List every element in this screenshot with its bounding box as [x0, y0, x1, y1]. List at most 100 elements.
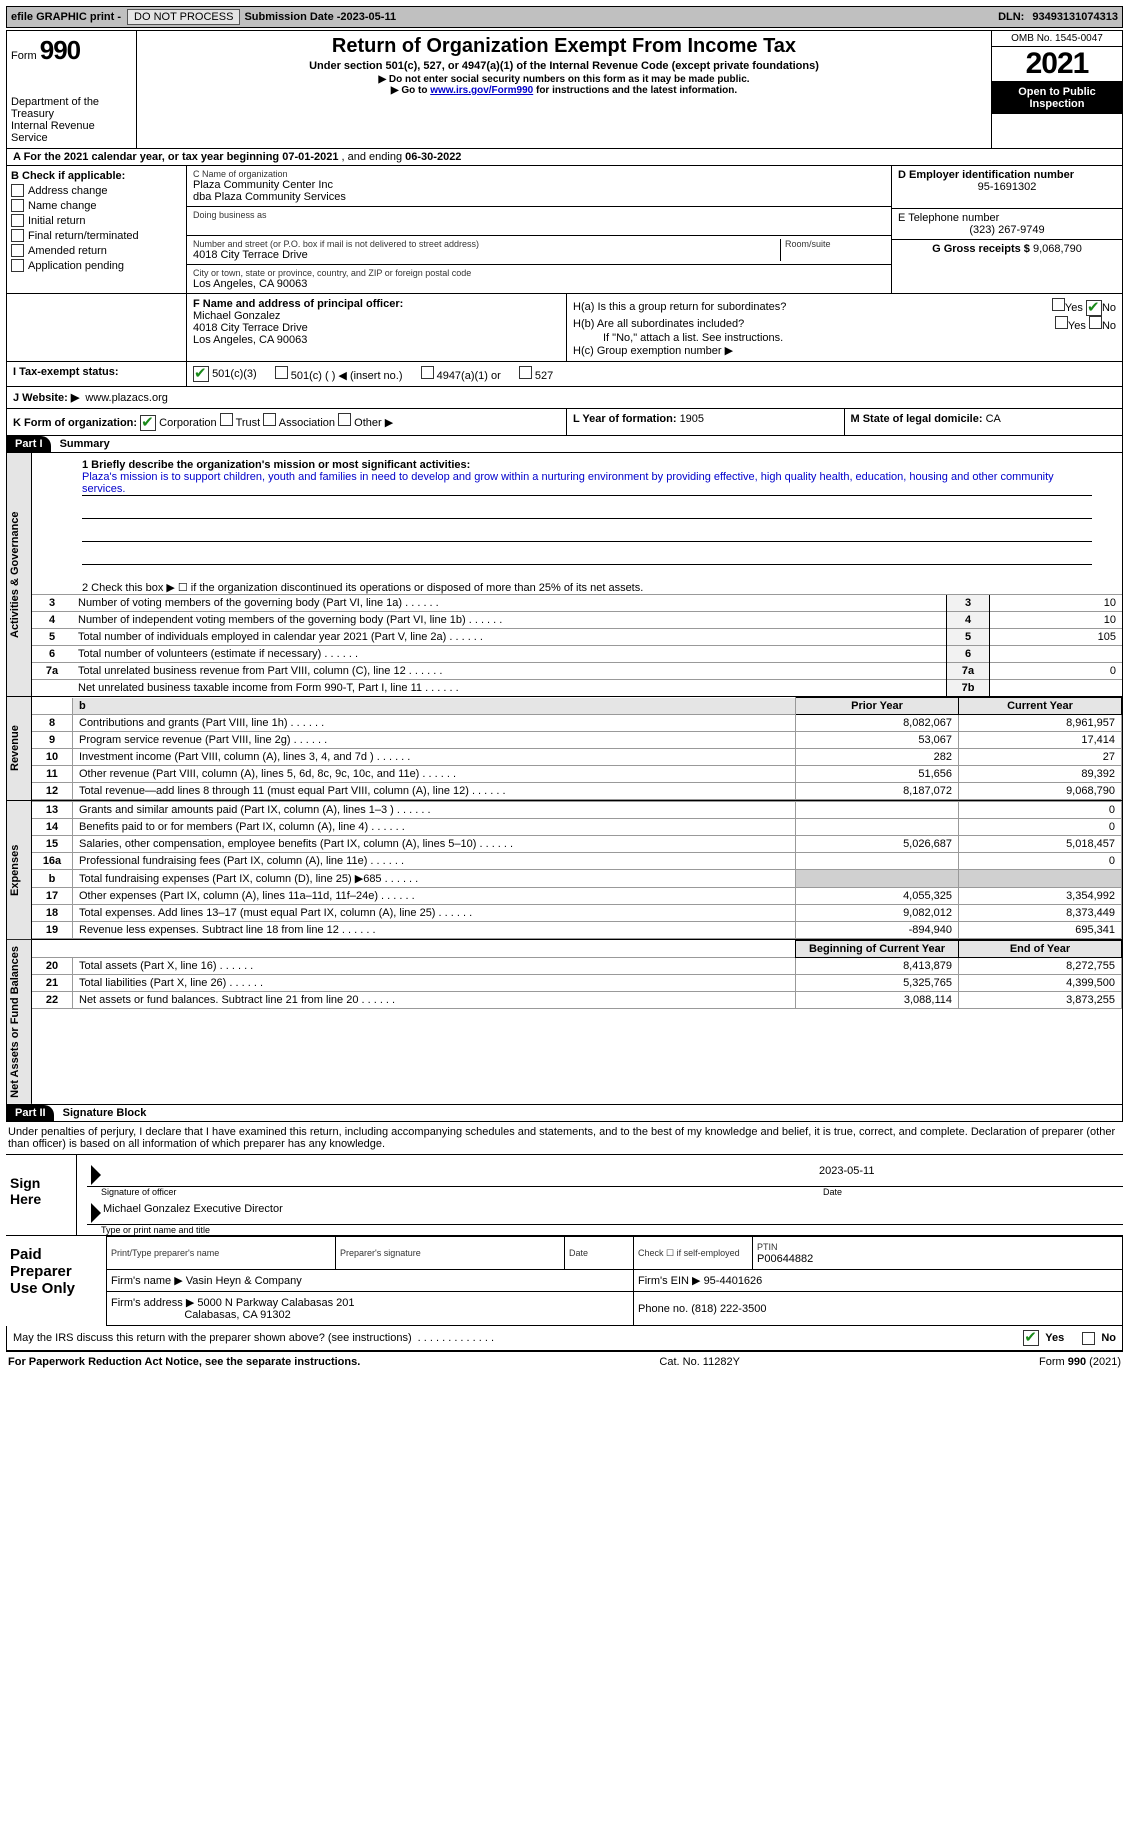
- checkbox-501c3[interactable]: [193, 366, 209, 382]
- firm-ein: 95-4401626: [704, 1275, 763, 1287]
- footer-form: Form 990 (2021): [1039, 1356, 1121, 1368]
- summary-row: 7aTotal unrelated business revenue from …: [32, 663, 1122, 680]
- checkbox-discontinued-line: 2 Check this box ▶ ☐ if the organization…: [32, 581, 1122, 594]
- checkbox-527[interactable]: [519, 366, 532, 379]
- phone-label: E Telephone number: [898, 212, 999, 224]
- checkbox-hb-yes[interactable]: [1055, 316, 1068, 329]
- col-eoy: End of Year: [959, 941, 1122, 958]
- form-note1: ▶ Do not enter social security numbers o…: [141, 74, 987, 85]
- gross-value: 9,068,790: [1033, 243, 1082, 255]
- fin-row: 18Total expenses. Add lines 13–17 (must …: [32, 905, 1122, 922]
- fin-row: 9Program service revenue (Part VIII, lin…: [32, 732, 1122, 749]
- efile-label: efile GRAPHIC print -: [11, 11, 121, 23]
- submission-label: Submission Date -: [244, 11, 340, 23]
- block-m: M State of legal domicile: CA: [845, 409, 1123, 435]
- checkbox-initial-return[interactable]: [11, 214, 24, 227]
- checkbox-discuss-yes[interactable]: [1023, 1330, 1039, 1346]
- checkbox-ha-yes[interactable]: [1052, 298, 1065, 311]
- checkbox-name-change[interactable]: [11, 199, 24, 212]
- checkbox-ha-no[interactable]: [1086, 300, 1102, 316]
- checkbox-final-return[interactable]: [11, 229, 24, 242]
- block-b: B Check if applicable: Address change Na…: [7, 166, 187, 293]
- efile-topbar: efile GRAPHIC print - DO NOT PROCESS Sub…: [6, 6, 1123, 28]
- mission-label: 1 Briefly describe the organization's mi…: [82, 459, 470, 471]
- officer-street: 4018 City Terrace Drive: [193, 322, 308, 334]
- irs-link[interactable]: www.irs.gov/Form990: [430, 85, 533, 96]
- section-revenue: Revenue bPrior YearCurrent Year 8Contrib…: [6, 697, 1123, 801]
- tax-year: 2021: [992, 47, 1122, 82]
- b-label: B Check if applicable:: [11, 170, 125, 182]
- checkbox-app-pending[interactable]: [11, 259, 24, 272]
- signature-arrow-icon: [91, 1165, 101, 1185]
- name-arrow-icon: [91, 1203, 101, 1223]
- checkbox-address-change[interactable]: [11, 184, 24, 197]
- col-current-year: Current Year: [959, 698, 1122, 715]
- checkbox-other[interactable]: [338, 413, 351, 426]
- fin-row: 12Total revenue—add lines 8 through 11 (…: [32, 783, 1122, 800]
- city-value: Los Angeles, CA 90063: [193, 278, 885, 290]
- block-c: C Name of organization Plaza Community C…: [187, 166, 892, 293]
- vtab-revenue: Revenue: [7, 697, 32, 800]
- street-value: 4018 City Terrace Drive: [193, 249, 780, 261]
- checkbox-amended[interactable]: [11, 244, 24, 257]
- discuss-line: May the IRS discuss this return with the…: [6, 1326, 1123, 1352]
- summary-row: 3Number of voting members of the governi…: [32, 595, 1122, 612]
- checkbox-trust[interactable]: [220, 413, 233, 426]
- fin-row: bTotal fundraising expenses (Part IX, co…: [32, 870, 1122, 888]
- fin-row: 19Revenue less expenses. Subtract line 1…: [32, 922, 1122, 939]
- btn-donotprocess[interactable]: DO NOT PROCESS: [127, 9, 240, 25]
- dln-value: 93493131074313: [1032, 11, 1118, 23]
- dln-label: DLN:: [998, 11, 1024, 23]
- checkbox-assoc[interactable]: [263, 413, 276, 426]
- checkbox-discuss-no[interactable]: [1082, 1332, 1095, 1345]
- checkbox-corp[interactable]: [140, 415, 156, 431]
- netassets-table: Beginning of Current YearEnd of Year 20T…: [32, 940, 1122, 1009]
- block-f: F Name and address of principal officer:…: [187, 294, 567, 361]
- summary-table: 3Number of voting members of the governi…: [32, 594, 1122, 696]
- fin-row: 10Investment income (Part VIII, column (…: [32, 749, 1122, 766]
- i-label: I Tax-exempt status:: [13, 366, 119, 378]
- firm-addr2: Calabasas, CA 91302: [184, 1309, 290, 1321]
- sign-here-label: Sign Here: [6, 1155, 76, 1235]
- summary-row: 5Total number of individuals employed in…: [32, 629, 1122, 646]
- block-fh: F Name and address of principal officer:…: [6, 294, 1123, 362]
- part-ii-header: Part II Signature Block: [6, 1105, 1123, 1122]
- phone-value: (323) 267-9749: [898, 224, 1116, 236]
- fin-row: 16aProfessional fundraising fees (Part I…: [32, 853, 1122, 870]
- block-l: L Year of formation: 1905: [567, 409, 845, 435]
- block-klm: K Form of organization: Corporation Trus…: [6, 409, 1123, 436]
- f-label: F Name and address of principal officer:: [193, 298, 403, 310]
- fin-row: 14Benefits paid to or for members (Part …: [32, 819, 1122, 836]
- checkbox-4947[interactable]: [421, 366, 434, 379]
- hc-label: H(c) Group exemption number ▶: [573, 344, 1116, 357]
- omb-number: OMB No. 1545-0047: [992, 31, 1122, 47]
- vtab-expenses: Expenses: [7, 801, 32, 939]
- vtab-activities: Activities & Governance: [7, 453, 32, 696]
- mission-text: Plaza's mission is to support children, …: [82, 471, 1092, 496]
- org-name-2: dba Plaza Community Services: [193, 191, 885, 203]
- block-h: H(a) Is this a group return for subordin…: [567, 294, 1122, 361]
- form-number: 990: [40, 35, 80, 65]
- footer: For Paperwork Reduction Act Notice, see …: [6, 1352, 1123, 1372]
- fin-row: 22Net assets or fund balances. Subtract …: [32, 992, 1122, 1009]
- col-prior-year: Prior Year: [796, 698, 959, 715]
- fin-row: 11Other revenue (Part VIII, column (A), …: [32, 766, 1122, 783]
- submission-date: 2023-05-11: [340, 11, 396, 23]
- line-a: A For the 2021 calendar year, or tax yea…: [6, 149, 1123, 166]
- org-name-1: Plaza Community Center Inc: [193, 179, 885, 191]
- sign-name: Michael Gonzalez Executive Director: [103, 1203, 283, 1223]
- fin-row: 21Total liabilities (Part X, line 26) . …: [32, 975, 1122, 992]
- checkbox-hb-no[interactable]: [1089, 316, 1102, 329]
- fin-row: 20Total assets (Part X, line 16) . . . .…: [32, 958, 1122, 975]
- ein-label: D Employer identification number: [898, 169, 1074, 181]
- fin-row: 15Salaries, other compensation, employee…: [32, 836, 1122, 853]
- fin-row: 8Contributions and grants (Part VIII, li…: [32, 715, 1122, 732]
- summary-row: Net unrelated business taxable income fr…: [32, 680, 1122, 697]
- block-k: K Form of organization: Corporation Trus…: [7, 409, 567, 435]
- officer-name: Michael Gonzalez: [193, 310, 280, 322]
- col-boy: Beginning of Current Year: [796, 941, 959, 958]
- checkbox-501c[interactable]: [275, 366, 288, 379]
- paid-preparer-block: Paid Preparer Use Only Print/Type prepar…: [6, 1236, 1123, 1326]
- footer-pra: For Paperwork Reduction Act Notice, see …: [8, 1356, 360, 1368]
- ein-value: 95-1691302: [898, 181, 1116, 193]
